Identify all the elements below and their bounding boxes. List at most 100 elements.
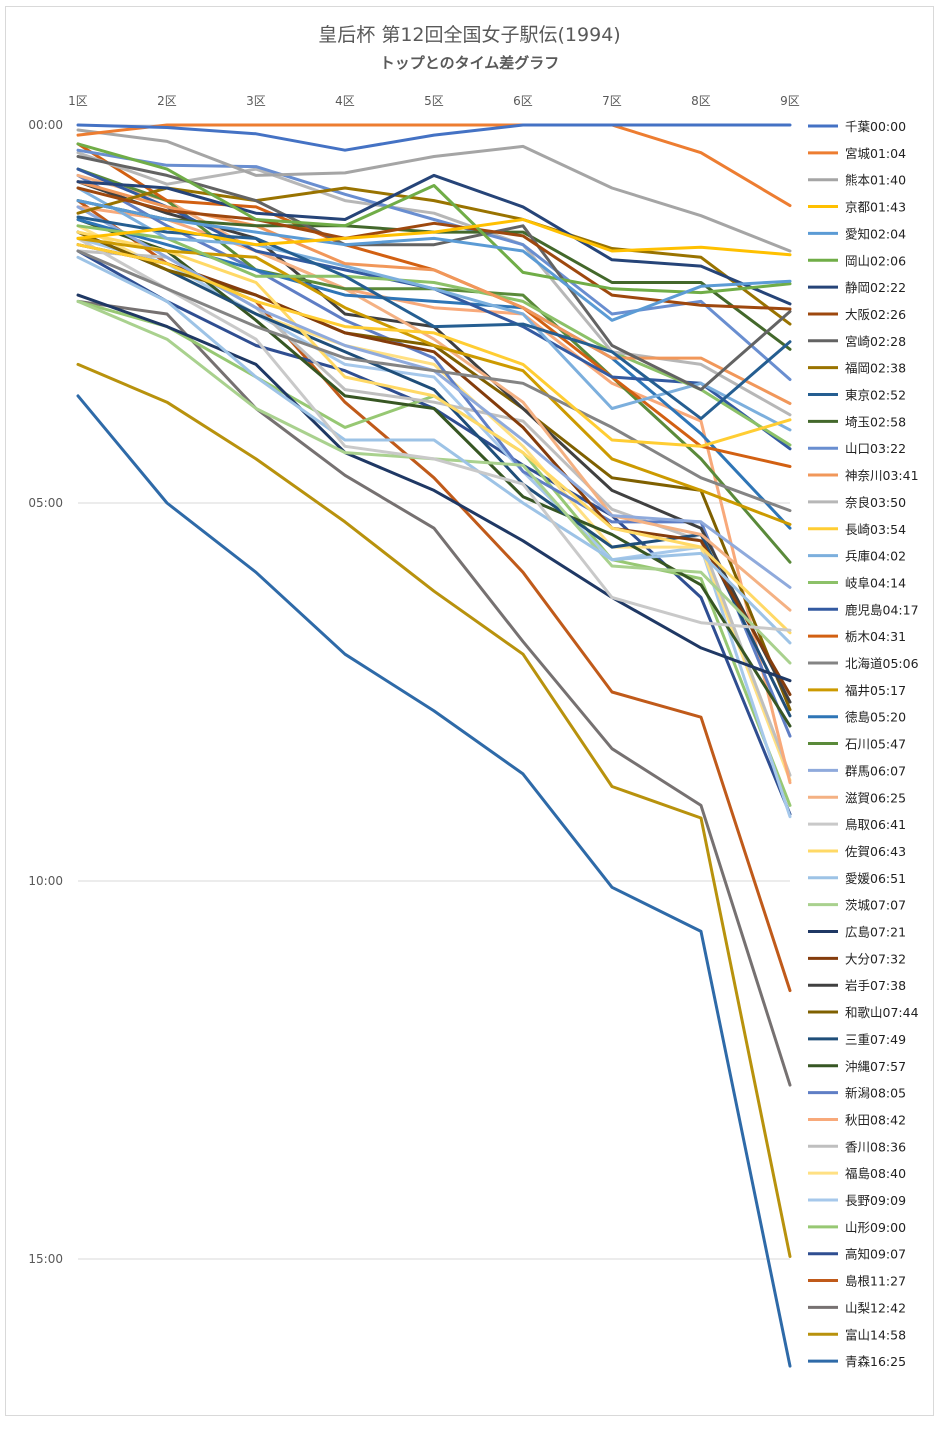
x-tick-label: 9区: [780, 94, 800, 108]
legend-label: 東京02:52: [845, 388, 906, 403]
series-line: [76, 394, 792, 1368]
legend-label: 岩手07:38: [845, 978, 906, 993]
series-line: [76, 224, 792, 447]
legend-label: 愛媛06:51: [845, 871, 906, 886]
legend-label: 愛知02:04: [845, 226, 906, 241]
x-tick-label: 2区: [157, 94, 177, 108]
x-tick-label: 6区: [513, 94, 533, 108]
series-line: [76, 148, 792, 381]
legend-label: 兵庫04:02: [845, 549, 906, 564]
legend-label: 滋賀06:25: [845, 790, 906, 805]
series-line: [76, 243, 792, 448]
series-line: [76, 230, 792, 718]
series-line: [76, 151, 792, 417]
legend-label: 山口03:22: [845, 441, 906, 456]
legend-label: 高知09:07: [845, 1247, 906, 1262]
series-line: [76, 236, 792, 526]
x-tick-label: 8区: [691, 94, 711, 108]
legend-label: 鹿児島04:17: [845, 602, 919, 617]
legend-label: 大分07:32: [845, 951, 906, 966]
legend-label: 宮城01:04: [845, 146, 906, 161]
series-line: [76, 255, 792, 645]
legend-label: 奈良03:50: [845, 495, 906, 510]
legend-label: 和歌山07:44: [845, 1005, 919, 1020]
legend-label: 宮崎02:28: [845, 334, 906, 349]
legend-label: 静岡02:22: [845, 280, 906, 295]
legend-label: 山形09:00: [845, 1220, 906, 1235]
legend-label: 長野09:09: [845, 1193, 906, 1208]
series-line: [76, 293, 792, 683]
series-line: [76, 173, 792, 306]
series-line: [76, 236, 792, 819]
legend-label: 福岡02:38: [845, 361, 906, 376]
legend-label: 島根11:27: [845, 1274, 906, 1289]
legend-label: 香川08:36: [845, 1139, 906, 1154]
legend: 千葉00:00 宮城01:04 熊本01:40 京都01:43 愛知02:04 岡山02:…: [808, 119, 919, 1369]
chart-subtitle: トップとのタイム差グラフ: [379, 54, 560, 72]
legend-label: 長崎03:54: [845, 522, 906, 537]
legend-label: 福島08:40: [845, 1166, 906, 1181]
x-tick-label: 5区: [424, 94, 444, 108]
legend-label: 鳥取06:41: [845, 817, 906, 832]
legend-label: 岐阜04:14: [845, 575, 906, 590]
legend-label: 広島07:21: [845, 925, 906, 940]
legend-label: 沖縄07:57: [845, 1059, 906, 1074]
x-tick-label: 4区: [335, 94, 355, 108]
series-line: [76, 230, 792, 635]
legend-label: 徳島05:20: [845, 710, 906, 725]
legend-label: 三重07:49: [845, 1032, 906, 1047]
legend-label: 富山14:58: [845, 1327, 906, 1342]
legend-label: 青森16:25: [845, 1354, 906, 1369]
series-line: [76, 299, 792, 665]
series-line: [76, 123, 792, 152]
legend-label: 福井05:17: [845, 683, 906, 698]
legend-label: 新潟08:05: [845, 1086, 906, 1101]
series-line: [76, 236, 792, 632]
series-lines: [76, 123, 792, 1368]
series-line: [76, 218, 792, 257]
chart-title: 皇后杯 第12回全国女子駅伝(1994): [318, 24, 621, 46]
legend-label: 大阪02:26: [845, 307, 906, 322]
y-tick-label: 15:00: [28, 1252, 63, 1266]
series-line: [76, 186, 792, 311]
series-line: [76, 243, 792, 696]
series-line: [76, 173, 792, 612]
legend-label: 栃木04:31: [845, 629, 906, 644]
series-line: [76, 128, 792, 253]
legend-label: 佐賀06:43: [845, 844, 906, 859]
x-tick-label: 1区: [68, 94, 88, 108]
series-line: [76, 123, 792, 208]
series-line: [76, 186, 792, 432]
chart-frame: [5, 6, 934, 1416]
series-line: [76, 249, 792, 777]
series-line: [76, 199, 792, 322]
series-line: [76, 173, 792, 738]
legend-label: 千葉00:00: [845, 119, 906, 134]
legend-label: 京都01:43: [845, 200, 906, 215]
series-line: [76, 299, 792, 1087]
x-tick-label: 3区: [246, 94, 266, 108]
series-line: [76, 362, 792, 1258]
legend-label: 群馬06:07: [845, 763, 906, 778]
y-tick-label: 05:00: [28, 496, 63, 510]
x-axis-labels: 1区 2区 3区 4区 5区 6区 7区 8区 9区: [68, 94, 800, 108]
legend-label: 石川05:47: [845, 737, 906, 752]
series-line: [76, 249, 792, 513]
series-line: [76, 155, 792, 392]
legend-label: 秋田08:42: [845, 1112, 906, 1127]
y-tick-label: 00:00: [28, 118, 63, 132]
series-line: [76, 186, 792, 326]
series-line: [76, 142, 792, 295]
series-line: [76, 199, 792, 993]
legend-label: 神奈川03:41: [845, 468, 919, 483]
legend-label: 岡山02:06: [845, 253, 906, 268]
y-axis-labels: 00:00 05:00 10:00 15:00: [28, 118, 63, 1266]
x-tick-label: 7区: [602, 94, 622, 108]
legend-label: 北海道05:06: [845, 656, 919, 671]
legend-label: 茨城07:07: [845, 898, 906, 913]
legend-label: 山梨12:42: [845, 1300, 906, 1315]
legend-label: 熊本01:40: [845, 173, 906, 188]
legend-label: 埼玉02:58: [845, 414, 906, 429]
y-tick-label: 10:00: [28, 874, 63, 888]
